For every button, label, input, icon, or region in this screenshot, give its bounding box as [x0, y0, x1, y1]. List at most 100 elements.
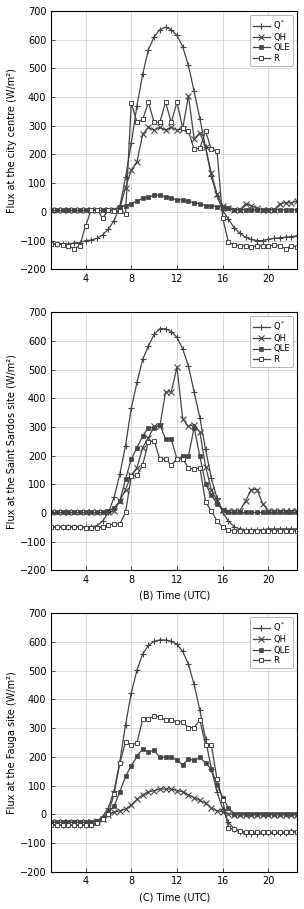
QH: [67, 817, 70, 828]
QLE: [61, 507, 64, 518]
Q$^*$: [130, 137, 133, 148]
Q$^*$: [95, 817, 99, 828]
Line: R: R: [49, 100, 299, 251]
R: [164, 454, 168, 464]
QH: [84, 507, 87, 518]
Q$^*$: [147, 45, 150, 55]
QLE: [135, 195, 139, 206]
QLE: [152, 190, 156, 201]
QH: [250, 809, 253, 820]
QLE: [250, 808, 253, 819]
Q$^*$: [255, 828, 259, 839]
R: [295, 525, 299, 536]
Q$^*$: [255, 524, 259, 535]
R: [124, 736, 127, 747]
QLE: [78, 817, 81, 828]
R: [78, 820, 81, 831]
Q$^*$: [209, 171, 213, 182]
QH: [272, 809, 276, 820]
Q$^*$: [272, 233, 276, 244]
Y-axis label: Flux at the Fauga site (W/m²): Flux at the Fauga site (W/m²): [7, 671, 17, 814]
Q$^*$: [187, 659, 190, 670]
QH: [112, 505, 116, 516]
Q$^*$: [164, 634, 168, 645]
Q$^*$: [289, 524, 293, 534]
QH: [181, 414, 185, 425]
Line: QH: QH: [48, 365, 300, 515]
Q$^*$: [175, 332, 179, 343]
R: [107, 520, 110, 531]
R: [55, 820, 59, 831]
Q$^*$: [124, 440, 127, 451]
R: [72, 522, 76, 533]
QH: [130, 165, 133, 175]
Q$^*$: [226, 817, 230, 828]
R: [72, 820, 76, 831]
QLE: [295, 507, 299, 518]
QLE: [198, 198, 202, 209]
R: [101, 213, 105, 224]
QLE: [124, 200, 127, 211]
QLE: [204, 478, 207, 489]
Q$^*$: [175, 639, 179, 650]
Q$^*$: [232, 223, 236, 234]
Q$^*$: [141, 354, 144, 365]
QH: [261, 498, 264, 509]
R: [101, 522, 105, 533]
QH: [112, 806, 116, 817]
Q$^*$: [72, 522, 76, 533]
QH: [261, 809, 264, 820]
Q$^*$: [221, 205, 225, 216]
QH: [78, 205, 81, 216]
QH: [198, 127, 202, 138]
R: [147, 436, 150, 447]
Q$^*$: [215, 191, 219, 202]
Q$^*$: [169, 326, 173, 337]
Q$^*$: [147, 341, 150, 352]
QH: [135, 463, 139, 474]
Q$^*$: [238, 524, 242, 534]
Q$^*$: [118, 201, 122, 212]
QLE: [49, 507, 53, 518]
Q$^*$: [226, 214, 230, 225]
Q$^*$: [198, 704, 202, 715]
Q$^*$: [261, 827, 264, 838]
R: [118, 518, 122, 529]
QLE: [55, 205, 59, 216]
QH: [267, 809, 270, 820]
R: [67, 820, 70, 831]
QLE: [49, 817, 53, 828]
Q$^*$: [261, 235, 264, 246]
Q$^*$: [232, 824, 236, 834]
Q$^*$: [255, 235, 259, 246]
QH: [250, 200, 253, 211]
QH: [278, 809, 282, 820]
R: [118, 206, 122, 217]
Q$^*$: [289, 826, 293, 837]
QH: [244, 198, 247, 209]
R: [261, 240, 264, 251]
QH: [175, 785, 179, 796]
QH: [267, 505, 270, 516]
QLE: [72, 507, 76, 518]
R: [158, 454, 162, 464]
QH: [49, 205, 53, 216]
QLE: [49, 205, 53, 216]
QLE: [169, 752, 173, 763]
QH: [141, 129, 144, 140]
QLE: [226, 203, 230, 214]
Q$^*$: [278, 233, 282, 244]
QH: [95, 205, 99, 216]
QH: [192, 792, 196, 803]
QLE: [135, 442, 139, 453]
R: [267, 525, 270, 536]
QH: [118, 203, 122, 214]
QH: [238, 809, 242, 820]
QLE: [175, 454, 179, 464]
Q$^*$: [124, 719, 127, 730]
QH: [158, 122, 162, 133]
QLE: [124, 771, 127, 782]
QH: [118, 805, 122, 816]
QLE: [89, 817, 93, 828]
QH: [175, 362, 179, 373]
